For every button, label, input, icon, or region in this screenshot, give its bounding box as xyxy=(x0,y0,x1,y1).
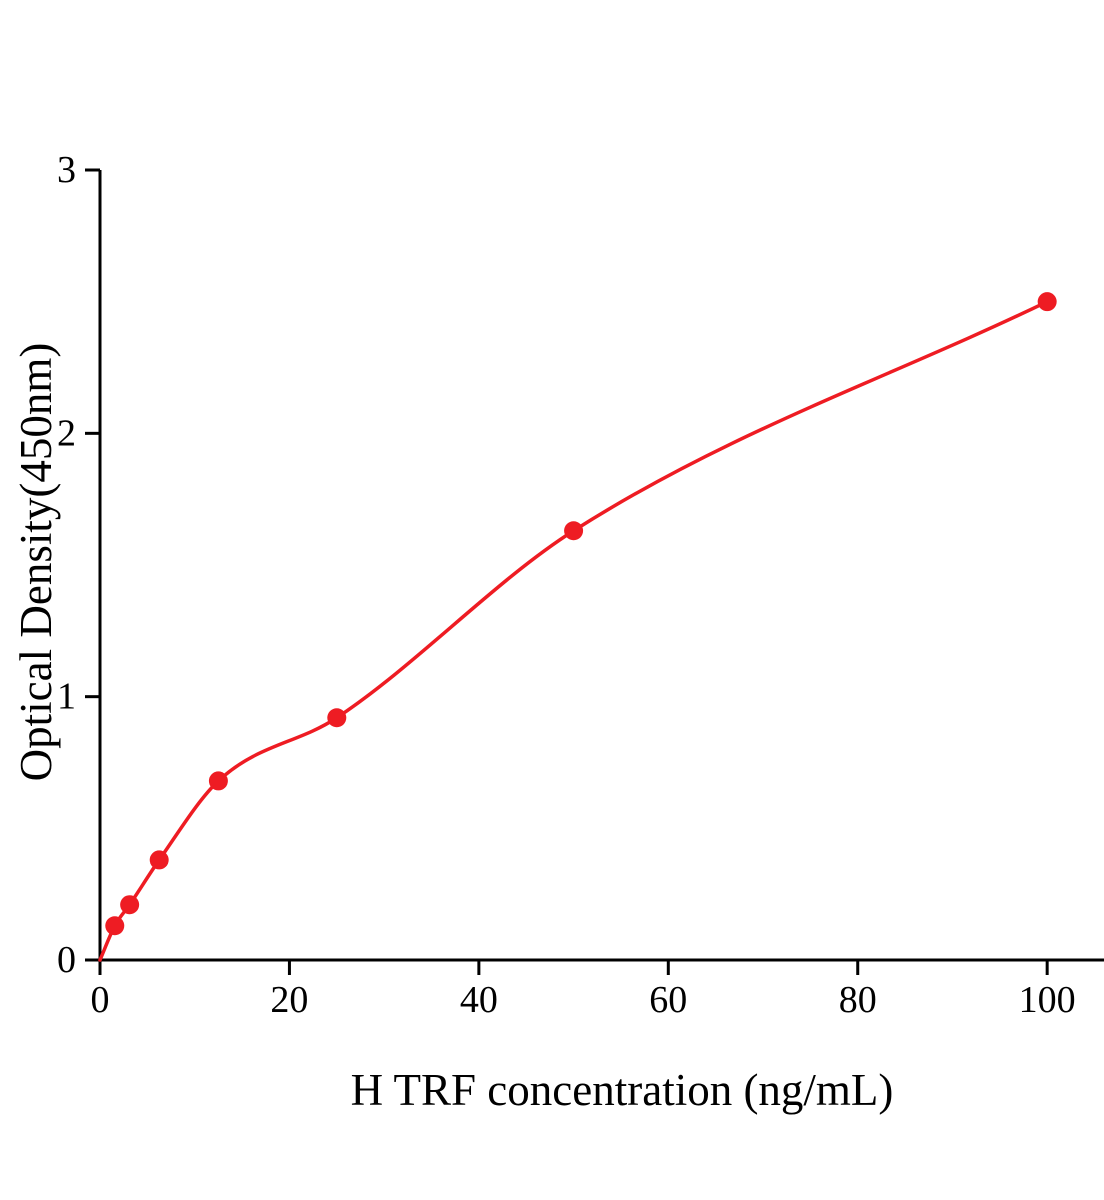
data-point xyxy=(327,708,347,728)
x-tick-label: 40 xyxy=(460,979,498,1021)
data-point xyxy=(149,850,169,870)
data-point xyxy=(564,521,584,541)
data-point xyxy=(120,895,140,915)
y-tick-label: 3 xyxy=(57,149,76,191)
y-tick-label: 2 xyxy=(57,412,76,454)
x-tick-label: 0 xyxy=(91,979,110,1021)
x-tick-label: 20 xyxy=(270,979,308,1021)
y-axis-title: Optical Density(450nm) xyxy=(11,342,61,782)
fit-curve xyxy=(98,299,1049,962)
data-point xyxy=(105,916,125,936)
data-point xyxy=(1037,292,1057,312)
x-tick-label: 60 xyxy=(649,979,687,1021)
x-axis-title: H TRF concentration (ng/mL) xyxy=(350,1065,894,1115)
y-tick-label: 0 xyxy=(57,939,76,981)
data-point xyxy=(208,771,228,791)
x-tick-label: 80 xyxy=(839,979,877,1021)
x-tick-label: 100 xyxy=(1019,979,1076,1021)
y-tick-label: 1 xyxy=(57,676,76,718)
